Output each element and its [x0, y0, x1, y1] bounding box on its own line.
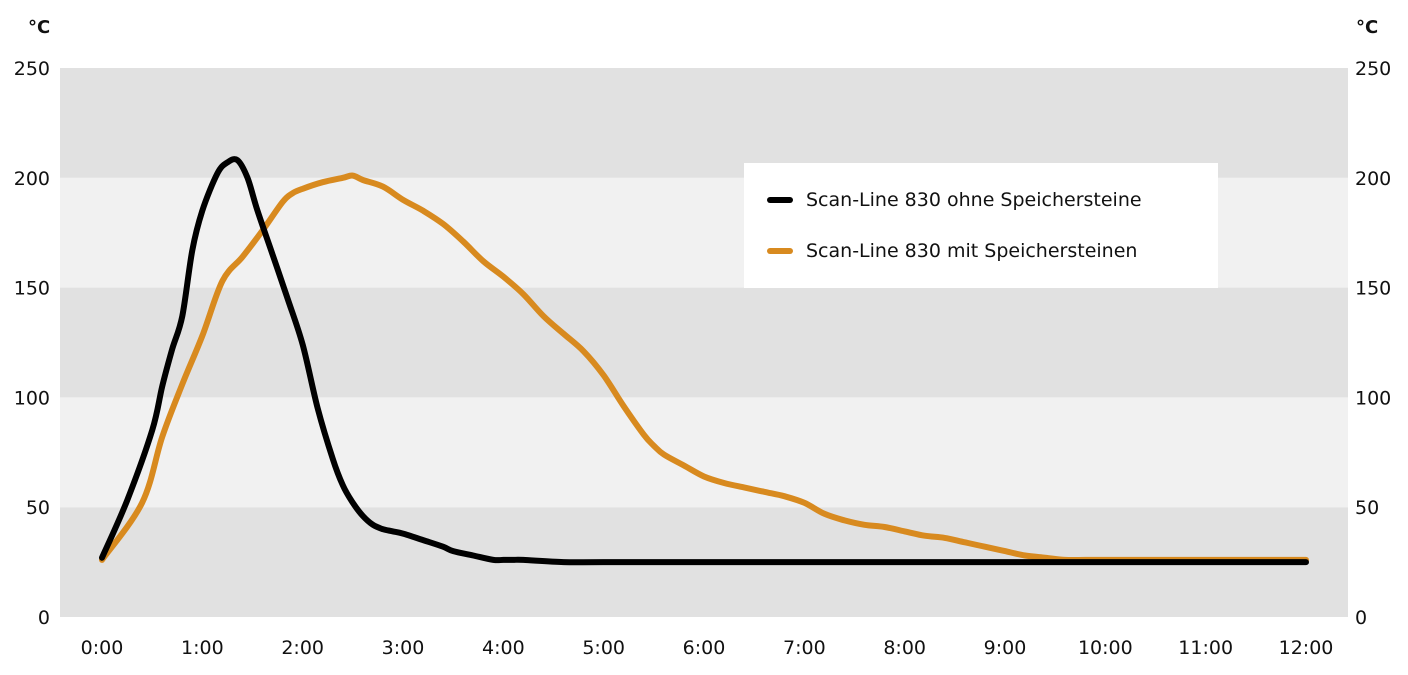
series-lines: [99, 156, 1309, 566]
series-line-mit-speichersteinen: [99, 172, 1309, 564]
band-50-100: [60, 397, 1348, 508]
x-tick-12: 12:00: [1279, 637, 1334, 659]
x-axis: 0:00 1:00 2:00 3:00 4:00 5:00 6:00 7:00 8:00 9:00…: [81, 637, 1334, 659]
series-line-ohne-speichersteine: [99, 156, 1309, 566]
x-tick-5: 5:00: [582, 637, 625, 659]
x-tick-8: 8:00: [883, 637, 926, 659]
band-200-250: [60, 68, 1348, 178]
x-tick-4: 4:00: [482, 637, 525, 659]
background-bands: [60, 68, 1348, 617]
y-axis-left: 0 50 100 150 200 250: [14, 58, 50, 629]
y-axis-right: 0 50 100 150 200 250: [1355, 58, 1391, 629]
y-tick-left-50: 50: [26, 497, 50, 519]
band-100-150: [60, 287, 1348, 398]
x-tick-0: 0:00: [81, 637, 124, 659]
y-tick-right-150: 150: [1355, 278, 1391, 300]
x-tick-1: 1:00: [181, 637, 224, 659]
y-tick-left-0: 0: [38, 607, 50, 629]
x-tick-9: 9:00: [984, 637, 1027, 659]
legend-label-ohne: Scan-Line 830 ohne Speichersteine: [806, 189, 1142, 211]
x-tick-6: 6:00: [683, 637, 726, 659]
y-tick-right-0: 0: [1355, 607, 1367, 629]
x-tick-10: 10:00: [1078, 637, 1133, 659]
y-tick-left-250: 250: [14, 58, 50, 80]
legend-box: [744, 163, 1218, 288]
y-axis-unit-right: °C: [1356, 17, 1378, 38]
y-tick-right-200: 200: [1355, 168, 1391, 190]
y-tick-left-150: 150: [14, 278, 50, 300]
y-tick-left-200: 200: [14, 168, 50, 190]
y-tick-right-250: 250: [1355, 58, 1391, 80]
x-tick-7: 7:00: [783, 637, 826, 659]
y-tick-right-100: 100: [1355, 387, 1391, 409]
y-tick-right-50: 50: [1355, 497, 1379, 519]
x-tick-3: 3:00: [382, 637, 425, 659]
legend: Scan-Line 830 ohne Speichersteine Scan-L…: [744, 163, 1218, 288]
y-axis-unit-left: °C: [28, 17, 50, 38]
legend-label-mit: Scan-Line 830 mit Speichersteinen: [806, 240, 1137, 262]
x-tick-2: 2:00: [281, 637, 324, 659]
x-tick-11: 11:00: [1178, 637, 1233, 659]
y-tick-left-100: 100: [14, 387, 50, 409]
